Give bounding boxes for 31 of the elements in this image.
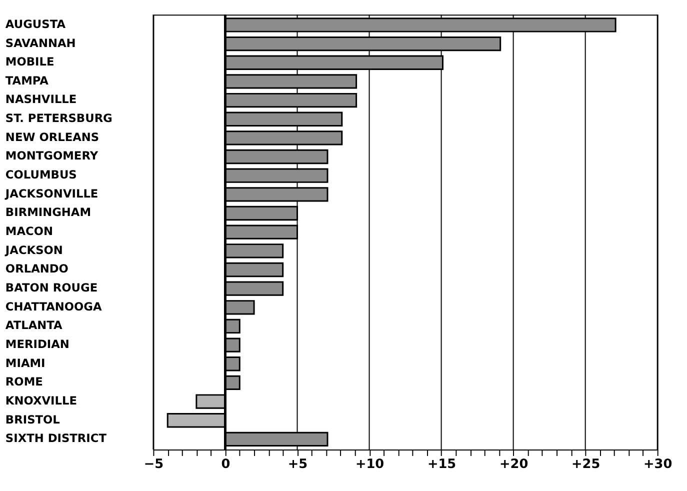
y-tick-label: AUGUSTA <box>5 16 66 31</box>
y-tick-label: NASHVILLE <box>5 92 77 106</box>
y-tick-label: MIAMI <box>5 356 46 370</box>
x-tick-label: +5 <box>288 456 308 472</box>
y-tick-label: MACON <box>5 224 54 238</box>
y-tick-label: TAMPA <box>5 73 49 88</box>
y-tick-label: MONTGOMERY <box>5 148 99 163</box>
y-tick-label: KNOXVILLE <box>5 394 78 408</box>
x-tick-label: +10 <box>355 456 384 472</box>
x-tick-label: +20 <box>499 456 528 472</box>
y-tick-label: ROME <box>5 374 43 389</box>
y-tick-label: COLUMBUS <box>5 168 77 182</box>
x-tick-label: −5 <box>144 456 164 472</box>
y-tick-label: BRISTOL <box>5 412 60 426</box>
y-tick-label: ST. PETERSBURG <box>5 111 112 126</box>
y-tick-label: ORLANDO <box>5 262 69 276</box>
x-tick-label: 0 <box>221 456 230 472</box>
x-tick-label: +30 <box>644 456 672 472</box>
y-tick-label: NEW ORLEANS <box>5 130 100 144</box>
y-tick-label: SIXTH DISTRICT <box>5 431 107 446</box>
y-tick-label: BATON ROUGE <box>5 280 98 295</box>
x-tick-label: +15 <box>427 456 456 472</box>
y-tick-label: MOBILE <box>5 54 54 69</box>
y-tick-label: CHATTANOOGA <box>5 299 102 314</box>
y-tick-label: JACKSON <box>4 242 63 257</box>
y-tick-label: JACKSONVILLE <box>4 186 98 200</box>
x-tick-label: +25 <box>572 456 600 472</box>
y-tick-label: SAVANNAH <box>5 36 76 50</box>
y-tick-label: ATLANTA <box>5 318 62 332</box>
y-tick-label: BIRMINGHAM <box>5 205 92 220</box>
y-tick-label: MERIDIAN <box>5 337 70 352</box>
